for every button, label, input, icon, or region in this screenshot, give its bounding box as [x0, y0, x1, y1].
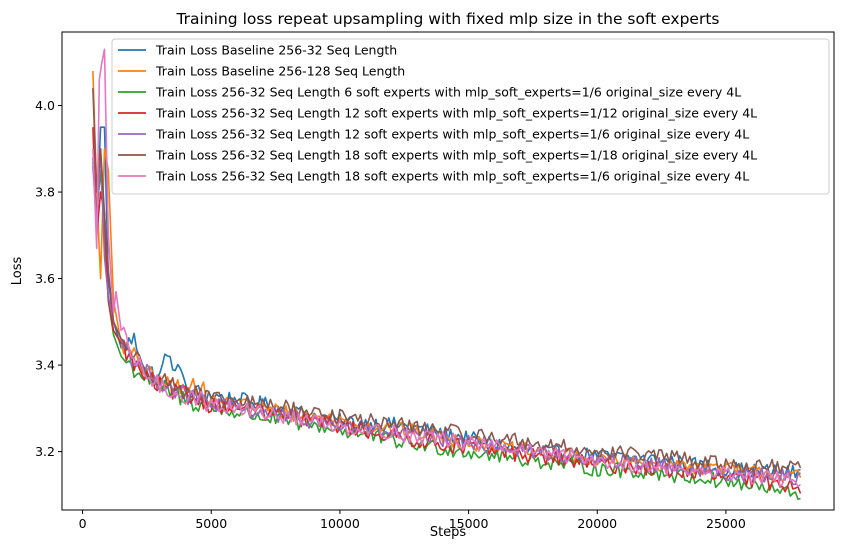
y-tick-label: 3.4 — [35, 358, 55, 373]
y-axis-title: Loss — [10, 257, 25, 286]
y-axis: 3.2 3.4 3.6 3.8 4.0 — [35, 98, 62, 459]
legend: Train Loss Baseline 256-32 Seq Length Tra… — [111, 38, 830, 195]
series-line-3 — [92, 161, 801, 501]
x-axis-title: Steps — [430, 525, 467, 540]
series-line-6 — [92, 88, 802, 475]
y-tick-label: 4.0 — [35, 98, 55, 113]
x-tick-label: 25000 — [706, 516, 746, 531]
legend-entry: Train Loss 256-32 Seq Length 18 soft exp… — [155, 148, 757, 163]
legend-entry: Train Loss 256-32 Seq Length 12 soft exp… — [155, 127, 749, 142]
legend-entry: Train Loss 256-32 Seq Length 6 soft expe… — [155, 85, 741, 100]
y-tick-label: 3.2 — [35, 444, 55, 459]
x-tick-label: 5000 — [195, 516, 227, 531]
legend-box — [111, 38, 830, 195]
plot-lines — [92, 48, 802, 501]
series-line-2 — [92, 70, 802, 483]
y-tick-label: 3.8 — [35, 185, 55, 200]
x-axis: 0 5000 10000 15000 20000 25000 — [79, 510, 746, 531]
x-tick-label: 10000 — [320, 516, 360, 531]
x-tick-label: 20000 — [577, 516, 617, 531]
legend-entry: Train Loss Baseline 256-32 Seq Length — [155, 43, 397, 58]
legend-entry: Train Loss Baseline 256-128 Seq Length — [155, 64, 405, 79]
series-line-4 — [92, 127, 802, 494]
x-tick-label: 0 — [79, 516, 87, 531]
series-line-7 — [92, 48, 801, 488]
x-tick-label: 15000 — [449, 516, 489, 531]
plot-frame — [61, 31, 835, 511]
legend-entry: Train Loss 256-32 Seq Length 18 soft exp… — [155, 169, 749, 184]
legend-entry: Train Loss 256-32 Seq Length 12 soft exp… — [155, 106, 757, 121]
chart-title: Training loss repeat upsampling with fix… — [175, 10, 719, 28]
y-tick-label: 3.6 — [35, 271, 55, 286]
